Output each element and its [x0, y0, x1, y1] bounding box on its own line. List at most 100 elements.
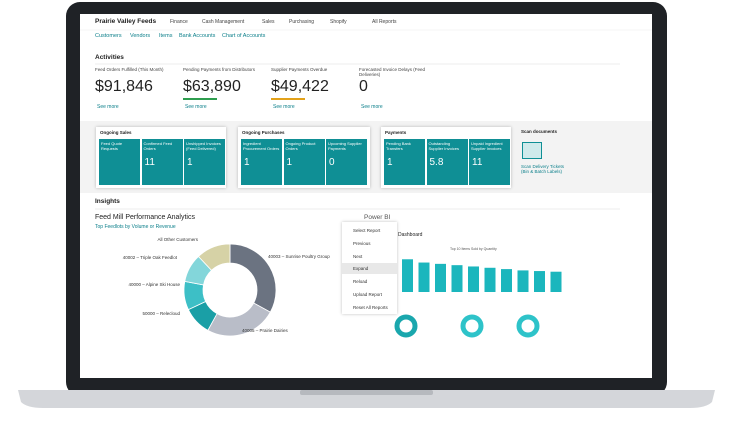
kpi-bar — [183, 98, 217, 100]
mini-donuts — [394, 314, 540, 338]
tile[interactable]: Feed Quote Requests — [99, 139, 140, 185]
menu-item[interactable]: Expand — [342, 263, 397, 275]
menu-item[interactable]: Select Report — [353, 228, 381, 233]
scan-icon[interactable] — [522, 142, 542, 159]
donut-label: 40000 – Alpine Ski House — [128, 282, 180, 287]
bar — [517, 270, 529, 292]
group-title: Ongoing Purchases — [242, 130, 285, 135]
link[interactable]: Bank Accounts — [179, 33, 216, 39]
bar — [451, 265, 463, 292]
donut-slice — [197, 243, 231, 271]
section-title: Insights — [95, 198, 120, 205]
kpi-link[interactable]: See more — [273, 104, 295, 110]
context-menu: Select Report Previous Next Expand Reload Upl… — [342, 222, 397, 314]
chart-title: Feed Mill Performance Analytics — [95, 214, 195, 221]
bar — [534, 271, 545, 292]
tile[interactable]: Confirmed Feed Orders 11 — [141, 139, 183, 185]
menu[interactable]: All Reports — [372, 19, 397, 25]
kpi-link[interactable]: See more — [361, 104, 383, 110]
tile[interactable]: Unshipped Invoices (Feed Delivered) 1 — [184, 139, 225, 185]
menu[interactable]: Sales — [262, 19, 275, 25]
bar — [501, 269, 512, 292]
section-title[interactable]: Activities — [95, 54, 124, 61]
tile-value: 5.8 — [429, 157, 444, 168]
menu-item[interactable]: Reload — [353, 279, 368, 285]
tile-value: 11 — [472, 157, 483, 168]
kpi-label: Feed Orders Fulfilled (This Month) — [95, 67, 164, 72]
mini-donut — [460, 314, 484, 338]
kpi-label: Forecasted Invoice Delays (Feed Deliveri… — [359, 67, 426, 77]
menu-item[interactable]: Previous — [353, 240, 371, 246]
tile[interactable]: Ingredient Procurement Orders 1 — [241, 139, 282, 185]
kpi-bar — [271, 98, 305, 100]
link[interactable]: Customers — [95, 33, 122, 39]
bar — [468, 266, 479, 292]
bar — [402, 259, 413, 292]
kpi-value[interactable]: $63,890 — [183, 78, 241, 95]
chart-subtitle[interactable]: Top Feedlots by Volume or Revenue — [95, 224, 176, 230]
menu[interactable]: Cash Management — [202, 19, 245, 25]
mini-donut — [516, 314, 540, 338]
tile-value: 0 — [329, 157, 335, 168]
bar-title: Top 10 Items Sold by Quantity — [450, 247, 497, 251]
scan-title: Scan documents — [521, 129, 558, 134]
bar-chart — [402, 259, 562, 292]
company[interactable]: Prairie Valley Feeds — [95, 18, 157, 25]
menu-item[interactable]: Next — [353, 253, 363, 259]
bar — [435, 263, 446, 292]
menu[interactable]: Purchasing — [289, 19, 315, 25]
kpi-link[interactable]: See more — [185, 104, 207, 110]
bar — [418, 262, 430, 292]
notch — [300, 390, 433, 395]
kpi-value[interactable]: $91,846 — [95, 78, 153, 95]
tile-label: Confirmed Feed Orders — [143, 141, 173, 151]
tile[interactable]: Pending Bank Transfers 1 — [384, 139, 425, 185]
tile[interactable]: Unpaid Ingredient Supplier Invoices 11 — [469, 139, 510, 185]
tile-value: 1 — [244, 157, 250, 168]
tile-label: Unshipped Invoices (Feed Delivered) — [186, 141, 221, 151]
kpi-label: Pending Payments from Distributors — [183, 67, 256, 72]
donut-chart: 40003 – Sunrise Poultry Group 40005 – Pra… — [123, 237, 330, 337]
tile-value: 1 — [286, 157, 293, 168]
group-title: Ongoing Sales — [100, 130, 132, 135]
group-title: Payments — [385, 130, 407, 135]
tile[interactable]: Ongoing Product Orders 1 — [283, 139, 325, 185]
bar — [484, 267, 496, 292]
tile-label: Feed Quote Requests — [101, 141, 123, 151]
tile-label: Outstanding Supplier Invoices — [428, 141, 459, 151]
mini-donut — [394, 314, 418, 338]
link[interactable]: Items — [159, 33, 173, 39]
kpi-label: Supplier Payments Overdue — [271, 67, 328, 72]
tile-label: Pending Bank Transfers — [386, 141, 411, 151]
tile-value: 1 — [387, 157, 393, 168]
menu[interactable]: Finance — [170, 19, 188, 25]
menu-item[interactable]: Reset All Reports — [353, 304, 388, 310]
link[interactable]: Vendors — [130, 33, 151, 39]
kpi-value[interactable]: 0 — [359, 78, 368, 95]
kpi-link[interactable]: See more — [97, 104, 119, 110]
tile[interactable]: Outstanding Supplier Invoices 5.8 — [426, 139, 468, 185]
link[interactable]: Chart of Accounts — [222, 33, 266, 39]
screen — [80, 14, 652, 378]
scan-link[interactable]: Scan Delivery Tickets (Bin & Batch Label… — [521, 164, 565, 174]
dashboard-title: Dashboard — [398, 232, 423, 238]
tile-label: Upcoming Supplier Payments — [328, 141, 362, 151]
donut-label: 40003 – Sunrise Poultry Group — [268, 254, 330, 259]
menu[interactable]: Shopify — [330, 19, 347, 25]
tile-label: Unpaid Ingredient Supplier Invoices — [471, 141, 503, 151]
tile-label: Ingredient Procurement Orders — [243, 141, 280, 151]
donut-label: 40002 – Triple Oak Feedlot — [123, 255, 178, 260]
kpi-value[interactable]: $49,422 — [271, 78, 329, 95]
tile-label: Ongoing Product Orders — [285, 141, 316, 151]
bar — [550, 271, 562, 292]
powerbi-label[interactable]: Power BI — [364, 214, 391, 221]
tile-value: 1 — [187, 157, 193, 168]
menu-item[interactable]: Upload Report — [353, 292, 383, 297]
tile[interactable]: Upcoming Supplier Payments 0 — [326, 139, 367, 185]
donut-label: 40005 – Prairie Dairies — [242, 328, 289, 333]
donut-label: All Other Customers — [157, 237, 198, 242]
laptop-base — [18, 390, 715, 408]
tile-value: 11 — [144, 157, 155, 168]
